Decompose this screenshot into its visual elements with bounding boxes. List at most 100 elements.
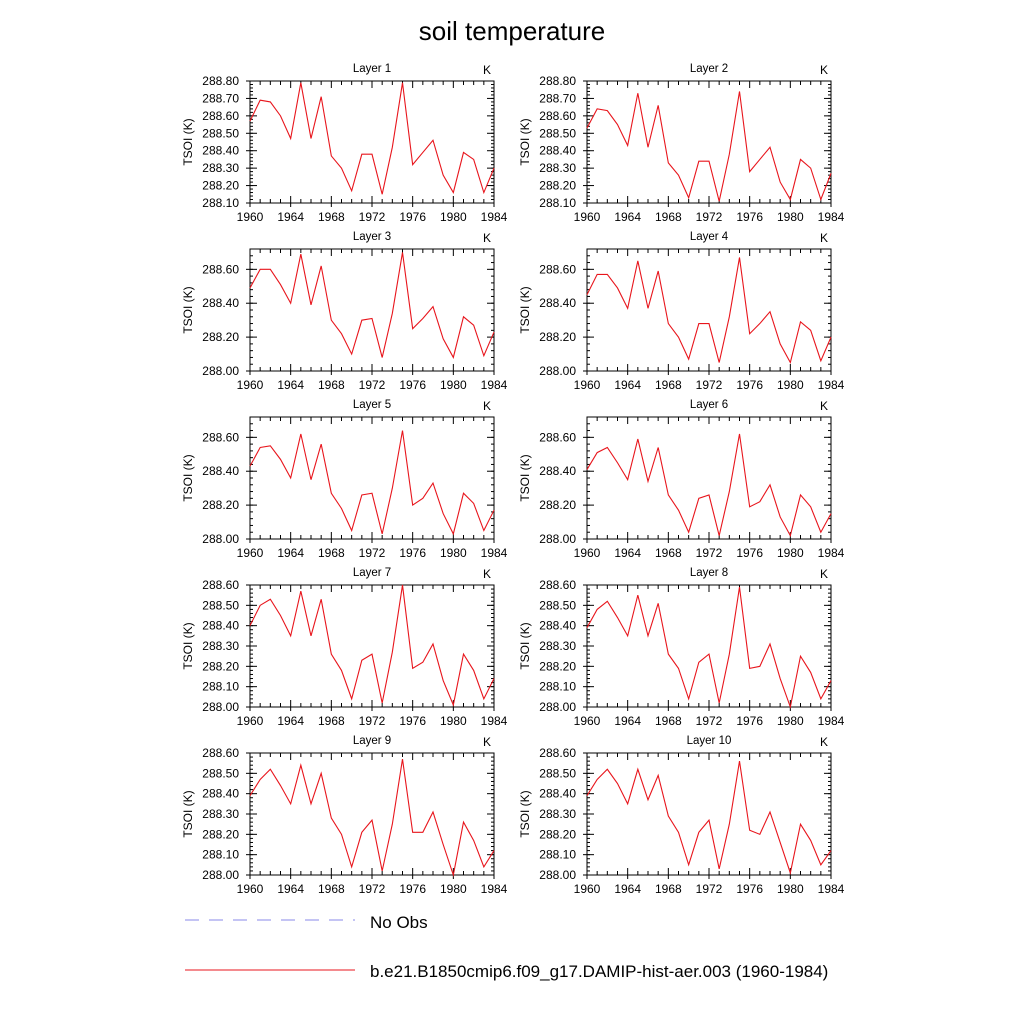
unit-label: K [820, 231, 828, 245]
x-tick-label: 1964 [614, 210, 641, 224]
panel-layer-8: Layer 8 K TSOI (K) 1960 1964 1968 1972 1976 1980… [518, 567, 845, 728]
y-tick-label: 288.00 [539, 868, 576, 882]
y-tick-label: 288.60 [202, 430, 239, 444]
x-tick-label: 1972 [696, 882, 723, 896]
x-tick-label: 1972 [359, 210, 386, 224]
y-tick-label: 288.40 [539, 464, 576, 478]
y-tick-label: 288.30 [202, 161, 239, 175]
x-tick-label: 1960 [574, 210, 601, 224]
y-tick-label: 288.40 [539, 144, 576, 158]
y-axis-label: TSOI (K) [181, 118, 195, 165]
unit-label: K [820, 399, 828, 413]
x-tick-label: 1960 [237, 378, 264, 392]
unit-label: K [483, 399, 491, 413]
panel-title: Layer 10 [687, 735, 732, 747]
x-tick-label: 1972 [359, 546, 386, 560]
x-tick-label: 1972 [696, 714, 723, 728]
x-tick-label: 1960 [237, 210, 264, 224]
y-tick-label: 288.20 [202, 659, 239, 673]
unit-label: K [483, 567, 491, 581]
y-axis-label: TSOI (K) [518, 286, 532, 333]
y-axis-label: TSOI (K) [181, 622, 195, 669]
plot-frame [249, 248, 495, 372]
unit-label: K [820, 63, 828, 77]
x-tick-label: 1972 [696, 378, 723, 392]
x-tick-label: 1976 [736, 546, 763, 560]
x-tick-label: 1976 [399, 378, 426, 392]
x-tick-label: 1964 [614, 882, 641, 896]
x-tick-label: 1960 [574, 546, 601, 560]
x-tick-label: 1976 [736, 882, 763, 896]
y-tick-label: 288.20 [539, 659, 576, 673]
y-tick-label: 288.10 [539, 680, 576, 694]
x-tick-label: 1976 [736, 714, 763, 728]
panel-title: Layer 9 [353, 735, 391, 747]
y-tick-label: 288.60 [539, 430, 576, 444]
plot-frame [249, 80, 495, 204]
plot-frame [249, 584, 495, 708]
x-tick-label: 1972 [696, 210, 723, 224]
x-tick-label: 1976 [399, 882, 426, 896]
panel-layer-4: Layer 4 K TSOI (K) 1960 1964 1968 1972 1976 1980… [518, 231, 845, 392]
y-tick-label: 288.00 [202, 700, 239, 714]
legend-label-model: b.e21.B1850cmip6.f09_g17.DAMIP-hist-aer.… [370, 962, 828, 981]
series-line-layer-6 [586, 433, 832, 538]
y-tick-label: 288.50 [539, 766, 576, 780]
panel-title: Layer 7 [353, 567, 391, 579]
panel-title: Layer 1 [353, 63, 391, 75]
x-tick-label: 1984 [818, 546, 845, 560]
x-tick-label: 1984 [481, 714, 508, 728]
unit-label: K [483, 63, 491, 77]
series-line-layer-5 [249, 430, 495, 536]
x-tick-label: 1960 [574, 378, 601, 392]
x-tick-label: 1968 [655, 882, 682, 896]
x-tick-label: 1972 [359, 714, 386, 728]
y-tick-label: 288.20 [202, 179, 239, 193]
series-line-layer-9 [249, 759, 495, 878]
x-tick-label: 1984 [818, 210, 845, 224]
y-tick-label: 288.60 [202, 262, 239, 276]
x-tick-label: 1980 [777, 714, 804, 728]
x-tick-label: 1968 [318, 546, 345, 560]
x-tick-label: 1964 [614, 378, 641, 392]
x-tick-label: 1968 [318, 714, 345, 728]
x-tick-label: 1980 [440, 378, 467, 392]
x-tick-label: 1984 [481, 210, 508, 224]
panel-title: Layer 8 [690, 567, 728, 579]
y-tick-label: 288.40 [539, 787, 576, 801]
x-tick-label: 1960 [237, 546, 264, 560]
y-tick-label: 288.20 [202, 498, 239, 512]
x-tick-label: 1972 [696, 546, 723, 560]
x-tick-label: 1976 [736, 210, 763, 224]
y-tick-label: 288.50 [202, 126, 239, 140]
panel-title: Layer 2 [690, 63, 728, 75]
unit-label: K [820, 567, 828, 581]
y-tick-label: 288.40 [202, 296, 239, 310]
y-tick-label: 288.20 [202, 330, 239, 344]
y-tick-label: 288.30 [539, 807, 576, 821]
unit-label: K [483, 735, 491, 749]
x-tick-label: 1960 [237, 882, 264, 896]
y-tick-label: 288.50 [539, 126, 576, 140]
y-tick-label: 288.30 [202, 639, 239, 653]
y-tick-label: 288.20 [539, 330, 576, 344]
y-tick-label: 288.00 [539, 532, 576, 546]
y-tick-label: 288.60 [539, 578, 576, 592]
panel-layer-5: Layer 5 K TSOI (K) 1960 1964 1968 1972 1976 1980… [181, 399, 508, 560]
panel-title: Layer 6 [690, 399, 728, 411]
y-tick-label: 288.10 [539, 196, 576, 210]
figure-title: soil temperature [419, 16, 605, 46]
x-tick-label: 1980 [440, 714, 467, 728]
y-tick-label: 288.10 [539, 848, 576, 862]
plot-frame [586, 248, 832, 372]
series-line-layer-10 [586, 761, 832, 876]
x-tick-label: 1984 [818, 714, 845, 728]
y-tick-label: 288.00 [202, 364, 239, 378]
y-tick-label: 288.30 [202, 807, 239, 821]
x-tick-label: 1976 [399, 714, 426, 728]
series-line-layer-4 [586, 257, 832, 365]
x-tick-label: 1964 [277, 378, 304, 392]
panel-title: Layer 4 [690, 231, 729, 243]
y-axis-label: TSOI (K) [518, 790, 532, 837]
